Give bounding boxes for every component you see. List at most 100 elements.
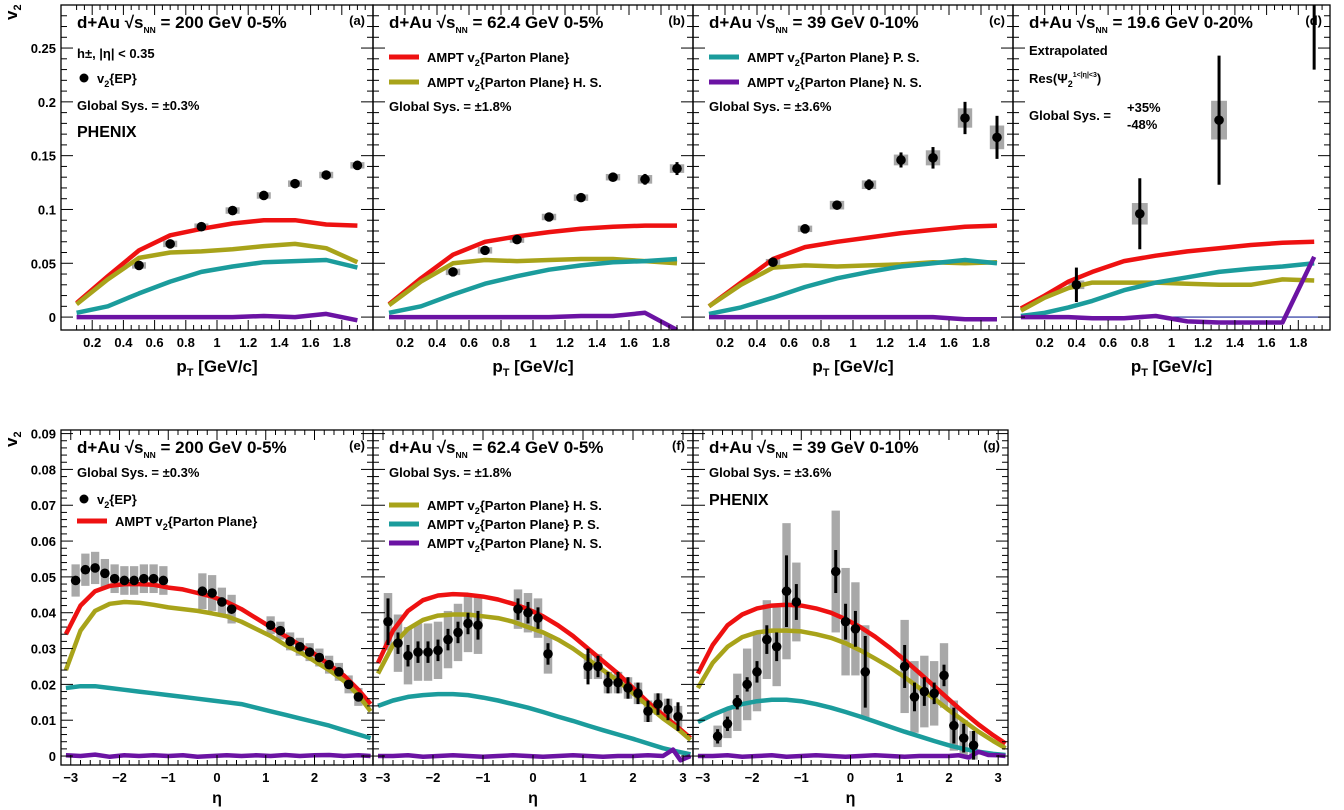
- legend-marker-data: [79, 494, 89, 504]
- data-point: [80, 564, 91, 575]
- top-y-axis-label: v2: [2, 4, 24, 20]
- data-point: [958, 733, 969, 743]
- data-point: [423, 647, 433, 657]
- annotation-cut: h±, |η| < 0.35: [77, 46, 155, 61]
- panel-tag: (e): [349, 438, 365, 453]
- curve-ps: [388, 256, 678, 316]
- legend-label-hs: AMPT v2​{Parton Plane} H. S.: [427, 75, 602, 93]
- x-tick-label: 1.6: [940, 335, 958, 350]
- panel-title: d+Au √sNN​ = 19.6 GeV 0-20%: [1029, 13, 1253, 35]
- panel-title: d+Au √sNN​ = 200 GeV 0-5%: [77, 438, 287, 460]
- y-tick-label: 0.01: [31, 713, 56, 728]
- data-point: [158, 575, 169, 586]
- plot-area-b: [387, 162, 685, 330]
- legend-label-data: v2​{EP}: [97, 492, 137, 510]
- legend-label-ns: AMPT v2​{Parton Plane} N. S.: [747, 75, 922, 93]
- data-point: [217, 597, 227, 607]
- curve-ns: [389, 310, 679, 330]
- legend-label-data: v2​{EP}: [97, 71, 137, 89]
- x-tick-label: 1.8: [652, 335, 670, 350]
- data-point: [393, 638, 403, 648]
- legend-label-ps: AMPT v2​{Parton Plane} P. S.: [747, 50, 919, 68]
- x-tick-label: 1.2: [239, 335, 257, 350]
- x-tick-label: 1: [579, 770, 586, 785]
- data-point: [673, 711, 683, 722]
- data-point: [939, 670, 949, 681]
- data-point: [840, 616, 851, 627]
- y-tick-label: 0.2: [38, 95, 56, 110]
- data-point: [90, 563, 100, 573]
- plot-area-f: [375, 589, 692, 763]
- data-point: [196, 221, 207, 232]
- data-point: [543, 649, 553, 659]
- data-point: [663, 704, 673, 715]
- annotation-extrapolated: Extrapolated: [1029, 43, 1108, 58]
- data-point: [109, 573, 120, 584]
- x-tick-label: 0.4: [114, 335, 133, 350]
- data-point: [463, 618, 473, 629]
- x-tick-label: 0.6: [1099, 335, 1117, 350]
- curve-ampt: [695, 602, 1007, 746]
- y-tick-label: 0.02: [31, 677, 56, 692]
- x-axis-label: pT [GeV/c]: [1131, 357, 1212, 379]
- panel-title: d+Au √sNN​ = 62.4 GeV 0-5%: [389, 438, 603, 460]
- data-point: [207, 588, 217, 598]
- curve-ns: [65, 752, 371, 760]
- panel-title: d+Au √sNN​ = 39 GeV 0-10%: [709, 438, 919, 460]
- data-point: [353, 692, 364, 702]
- data-point: [899, 661, 910, 672]
- curve-hs: [707, 259, 998, 309]
- panel-tag: (a): [349, 13, 365, 28]
- data-point: [919, 686, 930, 697]
- x-tick-label: 0.4: [1067, 335, 1086, 350]
- data-point: [623, 683, 633, 693]
- data-point: [453, 627, 463, 638]
- legend-label-ps: AMPT v2​{Parton Plane} P. S.: [427, 517, 599, 535]
- data-point: [633, 688, 643, 699]
- data-point: [653, 699, 663, 709]
- annotation-global-sys: Global Sys. = ±1.8%: [389, 465, 512, 480]
- annotation-global-sys: Global Sys. = ±0.3%: [77, 98, 200, 113]
- x-tick-label: 1.6: [620, 335, 638, 350]
- annotation-global-sys: Global Sys. =: [1029, 108, 1111, 123]
- x-axis-label: η: [212, 790, 222, 807]
- data-point: [830, 566, 841, 577]
- x-tick-label: 0.8: [177, 335, 195, 350]
- x-tick-label: 0.8: [812, 335, 830, 350]
- panel-title: d+Au √sNN​ = 39 GeV 0-10%: [709, 13, 919, 35]
- x-tick-label: 1: [896, 770, 903, 785]
- data-point: [324, 659, 334, 670]
- curve-ps: [76, 257, 358, 316]
- data-point: [603, 677, 613, 688]
- data-point: [227, 205, 238, 216]
- panel-tag: (b): [668, 13, 685, 28]
- curve-hs: [376, 612, 692, 742]
- plot-area-c: [707, 101, 1005, 322]
- panel-tag: (f): [672, 438, 685, 453]
- x-tick-label: 0: [213, 770, 220, 785]
- data-point: [148, 573, 159, 584]
- x-axis-label: pT [GeV/c]: [176, 357, 257, 379]
- legend-label-hs: AMPT v2​{Parton Plane} H. S.: [427, 498, 602, 516]
- x-tick-label: 1.8: [333, 335, 351, 350]
- data-point: [304, 647, 315, 657]
- panel-tag: (c): [989, 13, 1005, 28]
- x-axis-label: η: [846, 790, 856, 807]
- legend-marker-data: [79, 73, 89, 83]
- data-point: [321, 170, 332, 180]
- panel-d: 0.2 0.4 0.6 0.8 1 1.2 1.4 1.6 1.8 pT [GeV/c] d+Au …: [1012, 4, 1331, 379]
- data-point: [928, 153, 938, 163]
- data-point: [640, 174, 650, 185]
- x-tick-label: 0.4: [428, 335, 447, 350]
- data-point: [722, 718, 733, 729]
- data-point: [383, 616, 393, 627]
- data-point: [909, 692, 920, 702]
- data-point: [832, 200, 842, 210]
- panel-e: −3 −2 −1 0 1 2 3 0 0.01 0.02 0.03 0.04 0.05 0.06 0.07 0…: [31, 427, 374, 807]
- data-point: [70, 575, 81, 586]
- annotation-phenix: PHENIX: [709, 492, 769, 509]
- data-point: [968, 740, 979, 751]
- x-tick-label: −3: [695, 770, 710, 785]
- x-tick-label: 0.8: [492, 335, 510, 350]
- y-tick-label: 0.05: [31, 256, 56, 271]
